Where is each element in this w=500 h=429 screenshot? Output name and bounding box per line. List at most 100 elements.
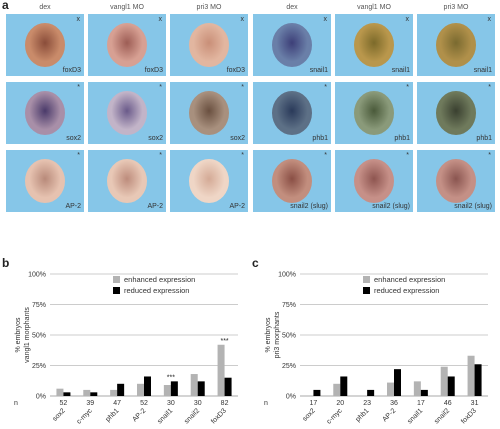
bar <box>420 389 428 396</box>
embryo-image <box>436 23 476 67</box>
gene-label: phb1 <box>312 135 328 142</box>
bar <box>313 389 321 396</box>
n-label: n <box>14 400 18 407</box>
gene-label: AP-2 <box>229 203 245 210</box>
n-value: 23 <box>363 400 371 407</box>
orientation-mark: x <box>323 16 328 23</box>
x-tick-label: c-myc <box>76 407 94 425</box>
gene-label: sox2 <box>148 135 163 142</box>
n-value: 17 <box>417 400 425 407</box>
legend-label: reduced expression <box>374 286 439 295</box>
gene-label: AP-2 <box>147 203 163 210</box>
orientation-mark: * <box>488 152 491 159</box>
n-value: 52 <box>60 400 68 407</box>
embryo-image <box>272 23 312 67</box>
orientation-mark: * <box>488 84 491 91</box>
embryo-image <box>189 91 229 135</box>
embryo-image <box>272 159 312 203</box>
bar <box>137 383 144 396</box>
panel-b-chart: 0% 25% 50% 75% 100% % embryos vangl1 morphants… <box>14 272 238 426</box>
n-value: 47 <box>113 400 121 407</box>
y-tick-label: 75% <box>32 302 46 309</box>
gene-label: sox2 <box>66 135 81 142</box>
x-tick-label: phb1 <box>355 407 371 423</box>
orientation-mark: * <box>77 84 80 91</box>
x-tick-label: foxD3 <box>210 407 228 425</box>
legend-swatch <box>363 287 370 294</box>
orientation-mark: * <box>324 152 327 159</box>
y-tick-label: 100% <box>278 272 296 279</box>
embryo-image-tile: x foxD3 <box>170 14 248 76</box>
legend-swatch <box>363 276 370 283</box>
x-tick-label: phb1 <box>105 407 121 423</box>
orientation-mark: * <box>77 152 80 159</box>
column-header: dex <box>39 4 51 11</box>
bar <box>467 355 475 396</box>
bar <box>163 385 171 396</box>
column-header: pri3 MO <box>196 4 222 11</box>
bar <box>190 374 198 396</box>
gene-label: snail1 <box>473 67 492 74</box>
bar <box>56 388 64 396</box>
bar <box>170 381 178 396</box>
gene-label: foxD3 <box>226 67 245 74</box>
orientation-mark: x <box>240 16 245 23</box>
bar <box>367 389 375 396</box>
legend-label: reduced expression <box>124 286 189 295</box>
bar <box>440 366 448 396</box>
n-value: 20 <box>336 400 344 407</box>
embryo-image-tile: * AP-2 <box>170 150 248 212</box>
x-tick-label: snail2 <box>183 407 201 425</box>
embryo-image <box>107 159 147 203</box>
embryo-image-tile: * AP-2 <box>88 150 166 212</box>
embryo-image-tile: * phb1 <box>335 82 413 144</box>
y-tick-label: 100% <box>28 272 46 279</box>
x-tick-label: AP-2 <box>381 407 397 423</box>
gene-label: phb1 <box>476 135 492 142</box>
orientation-mark: * <box>406 84 409 91</box>
embryo-image-tile: * AP-2 <box>6 150 84 212</box>
embryo-image <box>25 23 65 67</box>
embryo-image-tile: * sox2 <box>6 82 84 144</box>
panel-b-letter: b <box>2 256 10 270</box>
x-tick-label: snail1 <box>156 407 174 425</box>
embryo-image-tile: * phb1 <box>253 82 331 144</box>
bar <box>447 376 455 396</box>
y-tick-label: 50% <box>282 333 296 340</box>
embryo-image <box>354 91 394 135</box>
embryo-image-tile: x foxD3 <box>6 14 84 76</box>
embryo-image <box>25 91 65 135</box>
y-axis-label: % embryos <box>15 317 22 353</box>
embryo-image-tile: * snail2 (slug) <box>335 150 413 212</box>
bar <box>394 369 401 396</box>
embryo-image-tile: * sox2 <box>170 82 248 144</box>
x-tick-label: sox2 <box>301 407 316 422</box>
column-header: dex <box>286 4 298 11</box>
bar <box>413 381 421 396</box>
y-axis-label-sub: pri3 morphants <box>274 311 281 358</box>
embryo-image <box>354 159 394 203</box>
gene-label: AP-2 <box>65 203 81 210</box>
orientation-mark: * <box>241 152 244 159</box>
x-tick-label: snail1 <box>406 407 424 425</box>
bar <box>340 376 348 396</box>
embryo-image <box>354 23 394 67</box>
y-tick-label: 25% <box>282 363 296 370</box>
orientation-mark: * <box>159 84 162 91</box>
y-axis-label-sub: vangl1 morphants <box>24 307 31 363</box>
embryo-image-tile: x snail1 <box>417 14 495 76</box>
x-tick-label: c-myc <box>326 407 344 425</box>
legend-swatch <box>113 287 120 294</box>
legend-label: enhanced expression <box>374 275 445 284</box>
n-value: 31 <box>471 400 479 407</box>
orientation-mark: x <box>158 16 163 23</box>
gene-label: snail2 (slug) <box>454 203 492 210</box>
x-tick-label: sox2 <box>51 407 66 422</box>
embryo-image-tile: x snail1 <box>335 14 413 76</box>
y-tick-label: 25% <box>32 363 46 370</box>
bar <box>224 377 232 396</box>
y-tick-label: 0% <box>36 394 46 401</box>
gene-label: snail1 <box>391 67 410 74</box>
bar <box>144 376 151 396</box>
n-value: 82 <box>221 400 229 407</box>
